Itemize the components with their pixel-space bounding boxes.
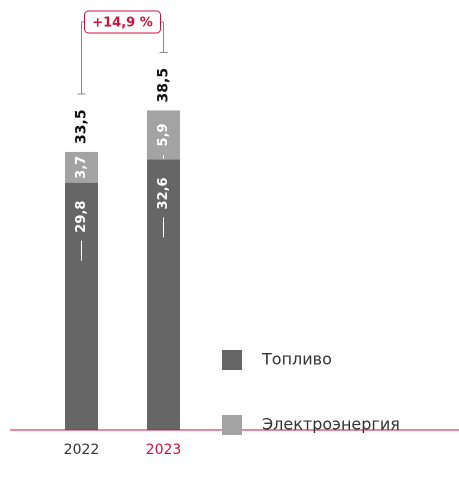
legend-label: Топливо [261, 350, 332, 369]
segment-label: 3,7 [74, 156, 89, 179]
segment-label: 29,8 [74, 201, 89, 233]
category-label: 2023 [146, 442, 182, 458]
annotation-box [84, 10, 161, 34]
segment-label: 5,9 [156, 123, 171, 146]
bar-segment [147, 110, 180, 160]
bar-segment [65, 151, 98, 183]
bar-segment [65, 182, 98, 430]
legend-swatch [222, 350, 242, 370]
bar-segment [147, 159, 180, 431]
annotation: +14,9 % [92, 16, 153, 31]
legend-label: Электроэнергия [262, 415, 400, 434]
legend-swatch [222, 415, 242, 435]
segment-label: 32,6 [156, 177, 171, 209]
category-label: 2022 [64, 442, 100, 458]
total-label: 33,5 [74, 109, 90, 144]
total-label: 38,5 [156, 68, 172, 103]
